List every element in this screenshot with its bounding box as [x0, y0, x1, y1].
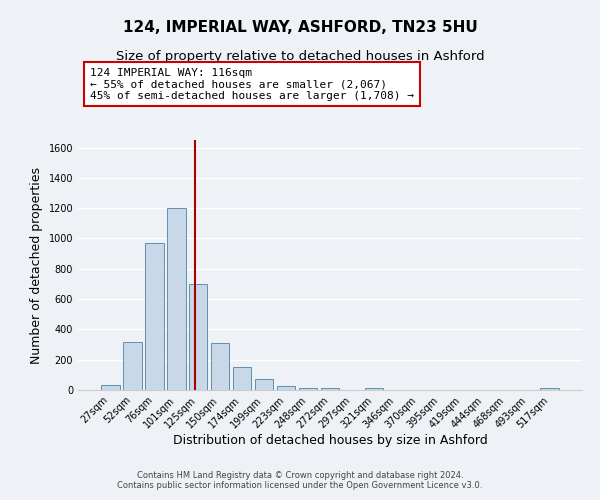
Bar	[167, 208, 185, 390]
Bar	[255, 378, 274, 390]
Bar	[365, 388, 383, 390]
Bar	[189, 284, 208, 390]
Bar	[299, 388, 317, 390]
Bar	[211, 343, 229, 390]
Text: 124, IMPERIAL WAY, ASHFORD, TN23 5HU: 124, IMPERIAL WAY, ASHFORD, TN23 5HU	[122, 20, 478, 35]
X-axis label: Distribution of detached houses by size in Ashford: Distribution of detached houses by size …	[173, 434, 487, 447]
Bar	[233, 366, 251, 390]
Text: 124 IMPERIAL WAY: 116sqm
← 55% of detached houses are smaller (2,067)
45% of sem: 124 IMPERIAL WAY: 116sqm ← 55% of detach…	[90, 68, 414, 100]
Bar	[320, 388, 340, 390]
Bar	[277, 386, 295, 390]
Bar	[123, 342, 142, 390]
Bar	[101, 386, 119, 390]
Y-axis label: Number of detached properties: Number of detached properties	[30, 166, 43, 364]
Text: Size of property relative to detached houses in Ashford: Size of property relative to detached ho…	[116, 50, 484, 63]
Bar	[541, 388, 559, 390]
Text: Contains HM Land Registry data © Crown copyright and database right 2024.
Contai: Contains HM Land Registry data © Crown c…	[118, 470, 482, 490]
Bar	[145, 243, 164, 390]
